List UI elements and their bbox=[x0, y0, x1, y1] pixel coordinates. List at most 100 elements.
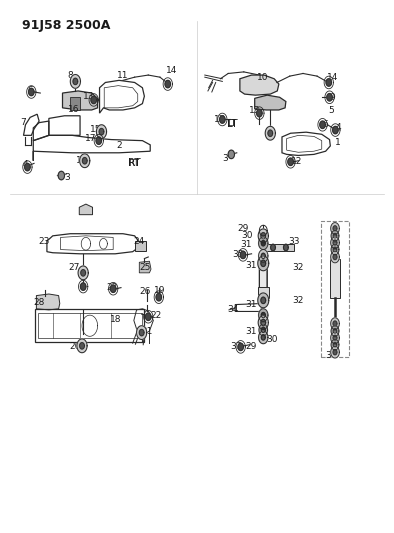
Text: 11: 11 bbox=[117, 70, 129, 79]
Text: 5: 5 bbox=[329, 106, 335, 115]
Text: 36: 36 bbox=[326, 351, 337, 360]
Polygon shape bbox=[261, 335, 265, 340]
Polygon shape bbox=[333, 342, 337, 347]
Text: 31: 31 bbox=[245, 300, 256, 309]
Text: 9: 9 bbox=[330, 93, 336, 102]
Polygon shape bbox=[271, 244, 275, 251]
Text: 29: 29 bbox=[237, 224, 249, 233]
Polygon shape bbox=[36, 294, 60, 310]
Text: 15: 15 bbox=[90, 125, 101, 133]
Polygon shape bbox=[331, 332, 339, 344]
Text: 22: 22 bbox=[151, 311, 162, 320]
Polygon shape bbox=[258, 256, 269, 271]
Polygon shape bbox=[156, 294, 162, 301]
Polygon shape bbox=[284, 244, 288, 251]
Text: 28: 28 bbox=[33, 298, 45, 307]
Polygon shape bbox=[58, 171, 65, 180]
Polygon shape bbox=[238, 343, 243, 351]
Polygon shape bbox=[261, 233, 266, 239]
Polygon shape bbox=[331, 346, 339, 358]
Polygon shape bbox=[77, 339, 87, 353]
Polygon shape bbox=[258, 249, 268, 262]
Polygon shape bbox=[139, 261, 151, 273]
Polygon shape bbox=[258, 331, 268, 344]
Polygon shape bbox=[261, 312, 265, 318]
Polygon shape bbox=[82, 158, 87, 164]
Polygon shape bbox=[331, 326, 339, 336]
Polygon shape bbox=[228, 150, 234, 159]
Text: 4: 4 bbox=[23, 160, 28, 169]
Polygon shape bbox=[136, 241, 145, 251]
Polygon shape bbox=[333, 321, 337, 326]
Polygon shape bbox=[327, 94, 332, 101]
Text: 2: 2 bbox=[116, 141, 122, 150]
Polygon shape bbox=[97, 125, 106, 139]
Polygon shape bbox=[91, 96, 97, 103]
Polygon shape bbox=[256, 109, 262, 117]
Polygon shape bbox=[333, 233, 337, 238]
Polygon shape bbox=[331, 223, 339, 234]
Text: 20: 20 bbox=[70, 342, 81, 351]
Polygon shape bbox=[80, 154, 90, 167]
Polygon shape bbox=[259, 264, 267, 288]
Text: 24: 24 bbox=[134, 237, 145, 246]
Polygon shape bbox=[137, 326, 147, 340]
Polygon shape bbox=[80, 343, 84, 349]
Polygon shape bbox=[331, 244, 339, 255]
Polygon shape bbox=[288, 158, 293, 165]
Polygon shape bbox=[73, 78, 78, 85]
Text: 18: 18 bbox=[110, 315, 122, 324]
Polygon shape bbox=[63, 91, 98, 110]
Text: 34: 34 bbox=[227, 305, 238, 314]
Polygon shape bbox=[265, 126, 275, 140]
Polygon shape bbox=[258, 287, 269, 298]
Polygon shape bbox=[219, 116, 225, 123]
Polygon shape bbox=[70, 75, 80, 88]
Polygon shape bbox=[331, 318, 339, 329]
Text: 23: 23 bbox=[39, 237, 50, 246]
Polygon shape bbox=[78, 266, 88, 280]
Polygon shape bbox=[139, 329, 144, 336]
Text: 27: 27 bbox=[69, 263, 80, 272]
Polygon shape bbox=[265, 244, 294, 251]
Polygon shape bbox=[331, 251, 339, 263]
Polygon shape bbox=[261, 297, 266, 303]
Text: 31: 31 bbox=[245, 327, 256, 335]
Text: 30: 30 bbox=[241, 231, 253, 240]
Polygon shape bbox=[331, 340, 339, 350]
Bar bbox=[321, 221, 349, 358]
Polygon shape bbox=[333, 335, 337, 341]
Text: 13: 13 bbox=[83, 92, 95, 101]
Text: 31: 31 bbox=[240, 240, 251, 249]
Text: 16: 16 bbox=[69, 106, 80, 115]
Text: LT: LT bbox=[227, 119, 238, 128]
Polygon shape bbox=[145, 313, 151, 320]
Polygon shape bbox=[333, 240, 337, 245]
Text: 14: 14 bbox=[166, 66, 177, 75]
Polygon shape bbox=[259, 324, 268, 336]
Text: 3: 3 bbox=[222, 154, 228, 163]
Polygon shape bbox=[333, 350, 337, 355]
Polygon shape bbox=[240, 251, 246, 259]
Polygon shape bbox=[96, 137, 102, 144]
Polygon shape bbox=[331, 237, 339, 248]
Text: 13: 13 bbox=[76, 156, 88, 165]
Polygon shape bbox=[258, 316, 268, 329]
Text: 14: 14 bbox=[327, 72, 338, 82]
Text: 33: 33 bbox=[288, 237, 299, 246]
Text: 3: 3 bbox=[65, 173, 71, 182]
Polygon shape bbox=[261, 253, 265, 259]
Text: 91J58 2500A: 91J58 2500A bbox=[22, 19, 110, 32]
Polygon shape bbox=[333, 247, 337, 252]
Polygon shape bbox=[326, 79, 331, 86]
Polygon shape bbox=[165, 80, 171, 88]
Polygon shape bbox=[79, 204, 93, 215]
Polygon shape bbox=[261, 240, 265, 246]
Text: 35: 35 bbox=[232, 251, 243, 260]
Text: 32: 32 bbox=[292, 263, 303, 272]
Polygon shape bbox=[258, 293, 269, 308]
Polygon shape bbox=[261, 319, 266, 326]
Polygon shape bbox=[29, 88, 34, 96]
Text: 19: 19 bbox=[154, 286, 166, 295]
Polygon shape bbox=[258, 309, 268, 321]
